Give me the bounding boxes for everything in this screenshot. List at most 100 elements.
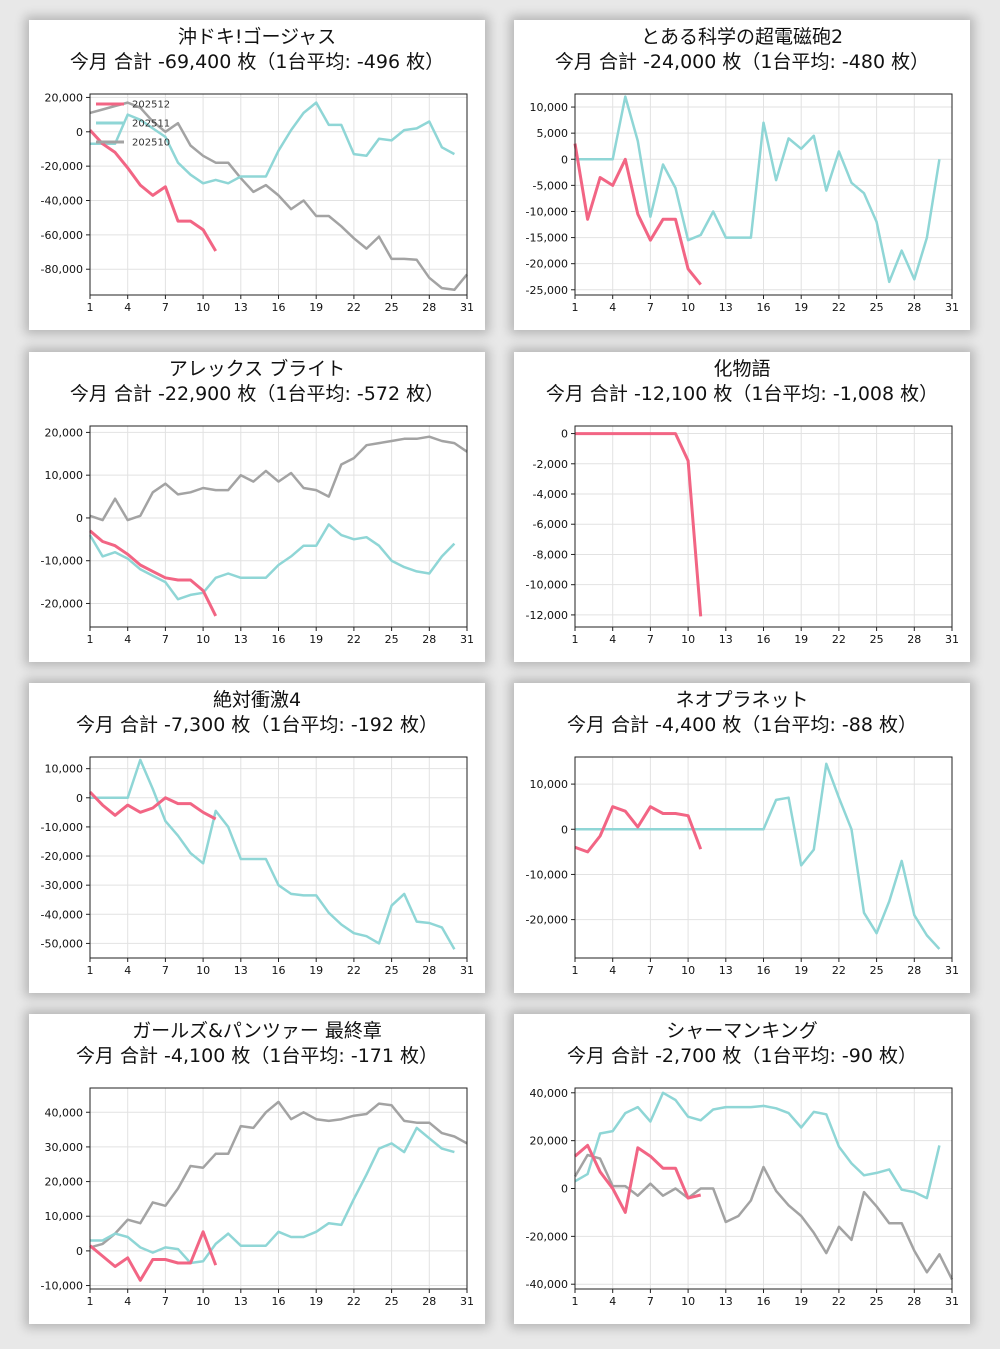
x-tick-label: 16 [272,1295,286,1308]
series-line-202511 [90,101,455,185]
line-chart: 1 4 7 10 13 16 19 22 25 28 31 -50,000 -40,000 -30,000… [41,756,474,977]
x-tick-label: 1 [87,633,94,646]
x-tick-label: 16 [757,1295,771,1308]
x-tick-label: 25 [870,1295,884,1308]
y-tick-label: -10,000 [41,555,83,568]
y-tick-label: -20,000 [526,914,568,927]
y-tick-label: -4,000 [533,488,568,501]
chart-title: アレックス ブライト [168,358,346,380]
x-tick-label: 28 [422,301,436,314]
chart-subtitle: 今月 合計 -7,300 枚（1台平均: -192 枚） [75,714,439,736]
x-tick-label: 1 [572,633,579,646]
chart-card-shaman-king: シャーマンキング 今月 合計 -2,700 枚（1台平均: -90 枚） 1 4 7… [514,1014,970,1324]
x-tick-label: 19 [794,964,808,977]
y-tick-label: -10,000 [526,868,568,881]
y-tick-label: -10,000 [526,579,568,592]
x-axis: 1 4 7 10 13 16 19 22 25 28 31 [87,958,474,977]
x-tick-label: 13 [719,301,733,314]
x-tick-label: 22 [832,301,846,314]
x-axis: 1 4 7 10 13 16 19 22 25 28 31 [87,295,474,314]
x-tick-label: 1 [87,964,94,977]
grid-lines [574,757,953,958]
series-line-202510 [89,435,468,522]
y-tick-label: 10,000 [530,101,569,114]
x-axis: 1 4 7 10 13 16 19 22 25 28 31 [87,1289,474,1308]
y-tick-label: -40,000 [526,1278,568,1291]
y-tick-label: 20,000 [45,426,84,439]
y-tick-label: 0 [76,126,83,139]
y-tick-label: -20,000 [41,160,83,173]
y-axis: -25,000 -20,000 -15,000 -10,000 -5,000 0 5,000… [526,101,575,297]
x-tick-label: 16 [757,964,771,977]
x-tick-label: 28 [422,1295,436,1308]
line-chart: 1 4 7 10 13 16 19 22 25 28 31 -25,000 -20,000 -15,000… [526,93,959,314]
x-tick-label: 19 [309,964,323,977]
x-tick-label: 25 [385,964,399,977]
x-tick-label: 19 [794,301,808,314]
x-tick-label: 10 [196,964,210,977]
y-tick-label: -20,000 [526,258,568,271]
x-tick-label: 7 [647,633,654,646]
y-tick-label: 20,000 [530,1135,569,1148]
y-tick-label: -40,000 [41,908,83,921]
y-tick-label: -5,000 [533,179,568,192]
series-line-202511 [90,758,456,950]
x-tick-label: 28 [907,633,921,646]
x-tick-label: 16 [757,301,771,314]
y-tick-label: -20,000 [526,1230,568,1243]
y-tick-label: -30,000 [41,879,83,892]
y-tick-label: -2,000 [533,458,568,471]
line-chart: 1 4 7 10 13 16 19 22 25 28 31 -20,000 -10,000 0 10,000 [526,756,959,977]
y-tick-label: -12,000 [526,609,568,622]
y-tick-label: -25,000 [526,284,568,297]
series-line-202510 [573,1153,954,1280]
y-tick-label: -10,000 [41,821,83,834]
series-line-202512 [89,1230,218,1282]
x-tick-label: 4 [609,301,616,314]
x-tick-label: 19 [309,633,323,646]
x-tick-label: 13 [719,633,733,646]
x-tick-label: 25 [870,964,884,977]
x-tick-label: 31 [460,964,474,977]
x-tick-label: 10 [681,1295,695,1308]
series-group [573,1091,954,1280]
x-tick-label: 22 [347,301,361,314]
line-chart: 1 4 7 10 13 16 19 22 25 28 31 -80,000 -60,000 -40,000… [41,91,474,314]
x-tick-label: 16 [757,633,771,646]
legend-label-202511: 202511 [132,119,170,130]
series-group [89,1100,468,1282]
x-tick-label: 10 [196,633,210,646]
x-tick-label: 1 [572,1295,579,1308]
grid-lines [89,426,468,627]
x-tick-label: 10 [681,633,695,646]
x-tick-label: 4 [609,633,616,646]
x-tick-label: 10 [196,301,210,314]
y-tick-label: -10,000 [41,1280,83,1293]
chart-subtitle: 今月 合計 -4,400 枚（1台平均: -88 枚） [567,714,917,736]
chart-title: 化物語 [713,358,771,380]
y-tick-label: 20,000 [45,1176,84,1189]
chart-card-alex-bright: アレックス ブライト 今月 合計 -22,900 枚（1台平均: -572 枚）… [29,352,485,662]
series-line-202511 [88,523,456,601]
y-tick-label: 30,000 [45,1141,84,1154]
x-tick-label: 16 [272,633,286,646]
series-line-202511 [574,1091,941,1200]
y-tick-label: 5,000 [537,127,569,140]
line-chart: 1 4 7 10 13 16 19 22 25 28 31 -20,000 -10,000 0 10,000… [41,425,474,646]
x-tick-label: 22 [347,1295,361,1308]
y-axis: -20,000 -10,000 0 10,000 20,000 [41,426,90,610]
x-tick-label: 25 [385,1295,399,1308]
x-tick-label: 16 [272,301,286,314]
chart-title: シャーマンキング [666,1020,818,1042]
grid-lines [574,94,953,295]
x-tick-label: 22 [832,964,846,977]
legend-label-202512: 202512 [132,100,170,111]
chart-title: ネオプラネット [675,689,809,711]
series-line-202512 [88,790,217,821]
x-tick-label: 22 [832,633,846,646]
x-tick-label: 4 [124,633,131,646]
x-tick-label: 7 [647,1295,654,1308]
chart-title: 絶対衝激4 [212,689,302,711]
x-tick-label: 7 [162,301,169,314]
